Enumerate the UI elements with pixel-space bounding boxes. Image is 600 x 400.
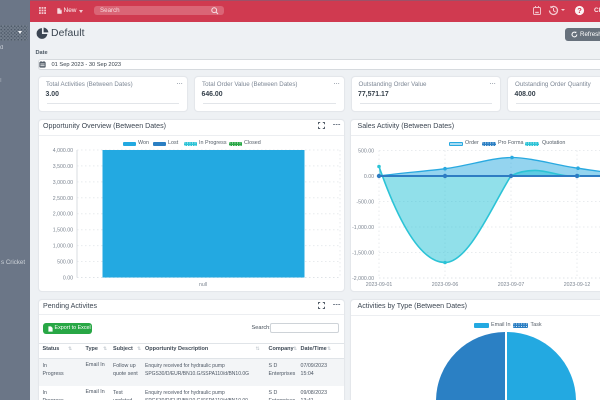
svg-text:2,500.00: 2,500.00 [53,196,73,202]
svg-text:3,500.00: 3,500.00 [53,164,73,170]
svg-text:2023-09-06: 2023-09-06 [431,282,458,288]
svg-text:-1,500.00: -1,500.00 [352,251,374,257]
svg-text:?: ? [577,6,582,15]
svg-text:2023-09-01: 2023-09-01 [365,282,392,288]
svg-text:2023-09-07: 2023-09-07 [497,282,524,288]
svg-text:-500.00: -500.00 [356,200,374,206]
svg-text:null: null [199,282,207,288]
svg-text:3,000.00: 3,000.00 [53,180,73,186]
svg-text:2,000.00: 2,000.00 [53,212,73,218]
svg-text:500.00: 500.00 [358,149,374,155]
svg-text:4,000.00: 4,000.00 [53,148,73,154]
svg-text:-1,000.00: -1,000.00 [352,225,374,231]
svg-text:0.00: 0.00 [363,174,373,180]
svg-text:0.00: 0.00 [63,276,73,282]
svg-text:-2,000.00: -2,000.00 [352,276,374,282]
svg-text:1,500.00: 1,500.00 [53,228,73,234]
svg-text:1,000.00: 1,000.00 [53,244,73,250]
svg-text:2023-09-12: 2023-09-12 [563,282,590,288]
svg-text:500.00: 500.00 [57,260,73,266]
